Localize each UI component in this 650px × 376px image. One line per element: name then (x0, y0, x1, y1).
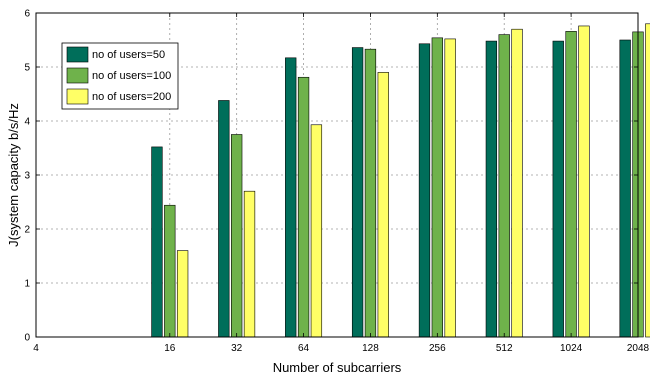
x-tick-label: 4 (33, 343, 39, 354)
bar-32-series-1 (218, 100, 230, 338)
bar-512-series-2 (498, 34, 510, 338)
bar-1024-series-3 (578, 25, 590, 338)
bar-128-series-1 (351, 47, 364, 338)
legend-swatch (66, 46, 89, 63)
bar-256-series-1 (418, 43, 431, 338)
bar-32-series-3 (243, 190, 256, 338)
legend-swatch (66, 67, 89, 84)
x-tick-label: 512 (496, 343, 513, 354)
y-axis-title: J(system capacity b/s/Hz (6, 103, 21, 247)
y-tick-label: 4 (24, 117, 30, 128)
legend-label: no of users=50 (92, 49, 165, 61)
x-tick-label: 2048 (627, 343, 650, 354)
bar-16-series-1 (151, 146, 163, 338)
bar-256-series-2 (431, 37, 443, 338)
x-tick-label: 1024 (560, 343, 583, 354)
bar-512-series-1 (485, 40, 498, 338)
y-tick-label: 1 (24, 279, 30, 290)
legend: no of users=50 no of users=100 no of users… (61, 42, 179, 110)
legend-swatch (66, 88, 89, 105)
y-tick-label: 3 (24, 171, 30, 182)
bar-2048-series-1 (619, 39, 631, 338)
x-tick-label: 16 (164, 343, 176, 354)
bar-128-series-3 (377, 72, 389, 338)
bar-64-series-2 (297, 76, 310, 338)
bar-1024-series-2 (565, 31, 577, 338)
x-tick-label: 128 (362, 343, 379, 354)
y-tick-label: 5 (24, 63, 30, 74)
y-tick-label: 0 (24, 333, 30, 344)
legend-label: no of users=100 (92, 70, 171, 82)
bar-2048-series-3 (645, 23, 650, 338)
bar-64-series-3 (310, 124, 323, 338)
y-tick-label: 6 (24, 9, 30, 20)
bar-64-series-1 (285, 57, 297, 338)
bar-32-series-2 (231, 134, 243, 338)
x-tick-label: 32 (231, 343, 243, 354)
bar-128-series-2 (364, 48, 377, 338)
legend-label: no of users=200 (92, 91, 171, 103)
bar-1024-series-1 (552, 40, 564, 338)
bars (151, 23, 650, 338)
bar-16-series-2 (164, 204, 176, 338)
x-axis-title: Number of subcarriers (273, 360, 402, 375)
x-tick-label: 64 (298, 343, 310, 354)
bar-512-series-3 (511, 28, 523, 338)
bar-256-series-3 (444, 38, 456, 338)
bar-16-series-3 (176, 250, 189, 338)
x-tick-label: 256 (429, 343, 446, 354)
y-tick-label: 2 (24, 225, 30, 236)
